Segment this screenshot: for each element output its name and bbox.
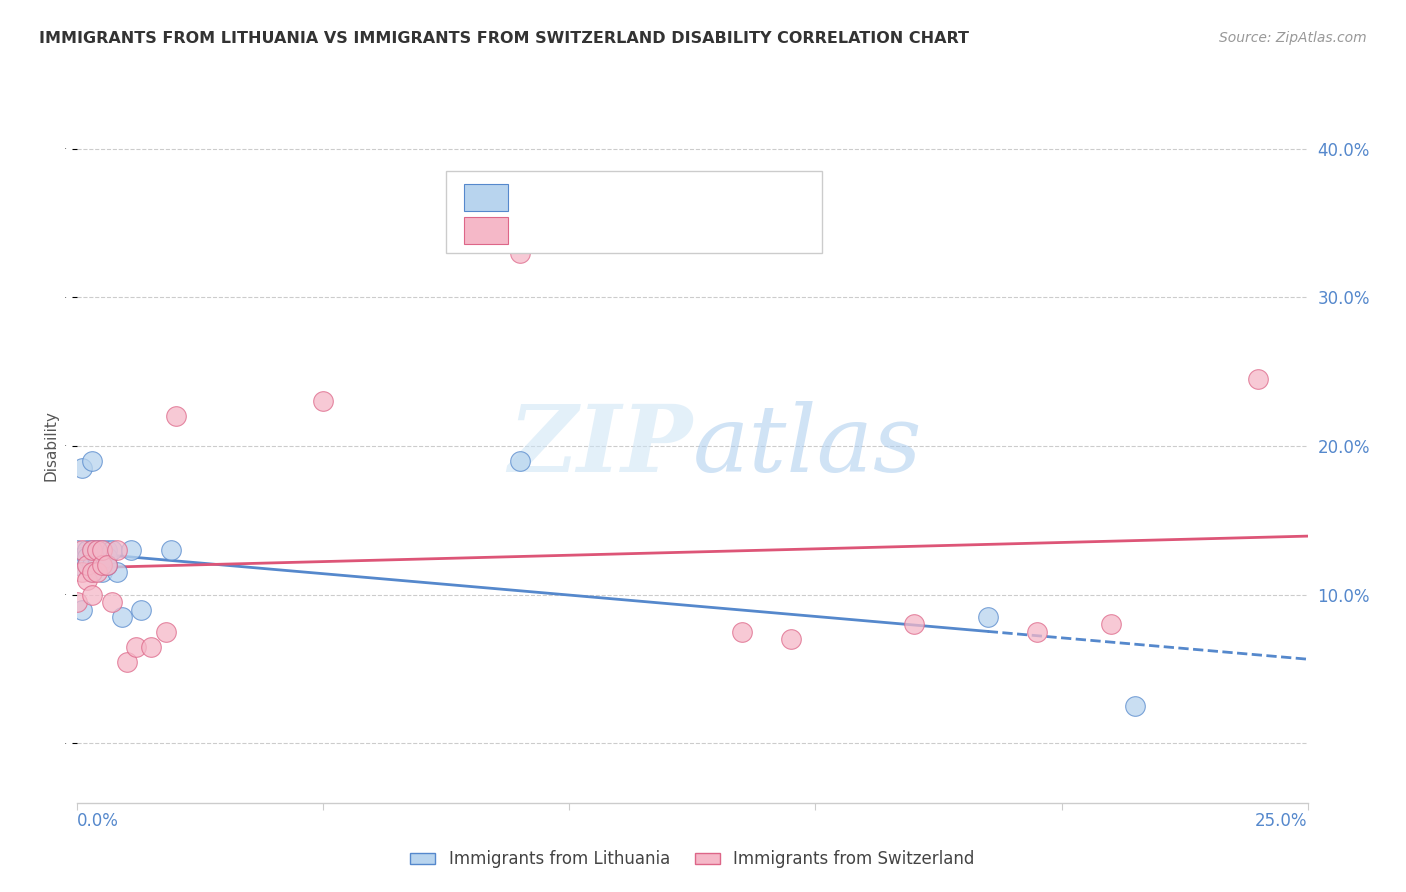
Point <box>86 543 108 558</box>
Point <box>86 543 108 558</box>
Point <box>155 624 177 639</box>
Text: 0.0%: 0.0% <box>77 812 120 830</box>
Point <box>780 632 803 647</box>
Point <box>160 543 183 558</box>
Point <box>1099 617 1122 632</box>
Point <box>86 566 108 580</box>
FancyBboxPatch shape <box>447 171 821 253</box>
Point <box>1247 372 1270 386</box>
Point <box>101 595 124 609</box>
Point <box>76 558 98 572</box>
Point <box>1026 624 1049 639</box>
Point <box>141 640 163 654</box>
Point <box>1125 699 1147 714</box>
Point <box>105 566 128 580</box>
Point <box>90 558 114 572</box>
Point <box>977 610 1000 624</box>
Point <box>96 558 118 572</box>
Point <box>131 602 153 616</box>
Text: N =: N = <box>681 221 717 239</box>
Point <box>82 588 104 602</box>
Text: 0.334: 0.334 <box>579 221 633 239</box>
Text: 28: 28 <box>735 221 759 239</box>
Point <box>86 558 108 572</box>
Point <box>82 558 104 572</box>
Point <box>312 394 335 409</box>
Text: 25.0%: 25.0% <box>1256 812 1308 830</box>
Point <box>76 543 98 558</box>
Point <box>509 454 531 468</box>
Point <box>903 617 925 632</box>
Y-axis label: Disability: Disability <box>44 410 59 482</box>
Text: N =: N = <box>681 189 717 207</box>
Text: 30: 30 <box>735 189 759 207</box>
Point <box>96 550 118 565</box>
Point <box>165 409 187 424</box>
Text: IMMIGRANTS FROM LITHUANIA VS IMMIGRANTS FROM SWITZERLAND DISABILITY CORRELATION : IMMIGRANTS FROM LITHUANIA VS IMMIGRANTS … <box>39 31 969 46</box>
Text: Source: ZipAtlas.com: Source: ZipAtlas.com <box>1219 31 1367 45</box>
Point <box>105 543 128 558</box>
Point <box>509 245 531 260</box>
Point <box>76 550 98 565</box>
Point <box>121 543 143 558</box>
Text: R =: R = <box>520 221 557 239</box>
Point <box>101 543 124 558</box>
Point <box>90 543 114 558</box>
Point <box>125 640 148 654</box>
Point <box>115 655 138 669</box>
Point <box>76 573 98 587</box>
Point <box>96 558 118 572</box>
Point <box>90 566 114 580</box>
Point <box>82 543 104 558</box>
Text: ZIP: ZIP <box>508 401 693 491</box>
FancyBboxPatch shape <box>464 217 508 244</box>
Point <box>66 543 89 558</box>
Text: -0.240: -0.240 <box>579 189 638 207</box>
Point <box>70 550 93 565</box>
FancyBboxPatch shape <box>464 184 508 211</box>
Point <box>70 543 93 558</box>
Point <box>66 595 89 609</box>
Point <box>111 610 132 624</box>
Point <box>90 558 114 572</box>
Point <box>82 566 104 580</box>
Point <box>90 543 114 558</box>
Text: R =: R = <box>520 189 557 207</box>
Point <box>82 454 104 468</box>
Point <box>70 461 93 475</box>
Point <box>731 624 754 639</box>
Point <box>70 566 93 580</box>
Point <box>76 558 98 572</box>
Point <box>66 558 89 572</box>
Legend: Immigrants from Lithuania, Immigrants from Switzerland: Immigrants from Lithuania, Immigrants fr… <box>402 842 983 877</box>
Point <box>96 543 118 558</box>
Point <box>82 566 104 580</box>
Point <box>86 550 108 565</box>
Text: atlas: atlas <box>693 401 922 491</box>
Point <box>82 543 104 558</box>
Point <box>70 602 93 616</box>
